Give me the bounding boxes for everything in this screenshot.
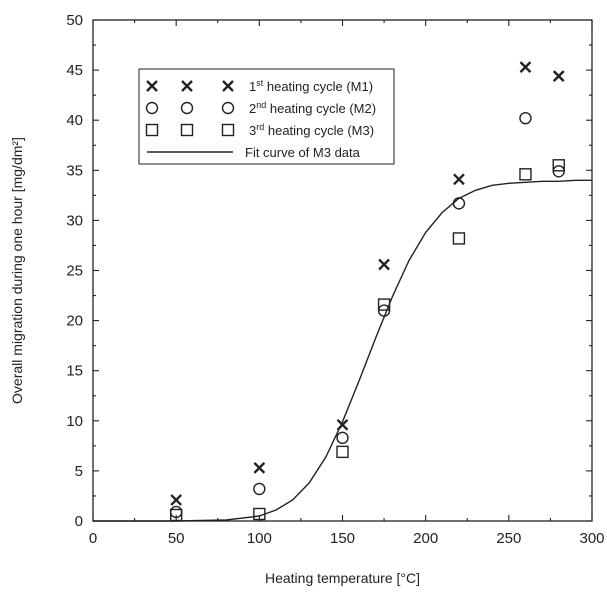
legend-marker bbox=[180, 101, 194, 115]
legend-label: 2nd heating cycle (M2) bbox=[249, 100, 376, 116]
y-tick-label: 20 bbox=[66, 313, 83, 330]
legend-marker bbox=[145, 123, 159, 137]
data-point-series-3 bbox=[169, 508, 183, 522]
data-point-series-3 bbox=[552, 159, 565, 172]
legend-label: Fit curve of M3 data bbox=[245, 145, 361, 160]
legend: 1st heating cycle (M1) 2nd heating cycle … bbox=[138, 68, 395, 165]
marker-stroke bbox=[170, 494, 183, 506]
x-tick-label: 300 bbox=[579, 530, 604, 547]
x-tick-label: 50 bbox=[168, 530, 185, 547]
legend-marker bbox=[181, 80, 193, 92]
legend-label: 1st heating cycle (M1) bbox=[249, 78, 373, 94]
data-point-series-3 bbox=[519, 168, 532, 181]
marker-stroke bbox=[453, 173, 465, 186]
x-axis-title: Heating temperature [°C] bbox=[265, 570, 420, 586]
x-tick-label: 0 bbox=[89, 530, 97, 547]
marker-stroke bbox=[336, 418, 349, 431]
legend-marker bbox=[180, 123, 194, 137]
data-points bbox=[169, 61, 565, 522]
marker-stroke bbox=[146, 80, 158, 92]
x-tick-label: 200 bbox=[413, 530, 438, 547]
data-point-series-2 bbox=[336, 431, 349, 445]
data-point-series-1 bbox=[453, 173, 465, 186]
y-tick-label: 10 bbox=[66, 413, 83, 430]
marker-stroke bbox=[378, 258, 390, 271]
x-tick-label: 250 bbox=[496, 530, 521, 547]
data-point-series-1 bbox=[336, 418, 349, 431]
legend-marker bbox=[221, 101, 235, 115]
data-point-series-1 bbox=[253, 462, 266, 474]
fit-curve-layer bbox=[93, 179, 592, 522]
marker-stroke bbox=[519, 61, 532, 73]
marker-stroke bbox=[222, 80, 234, 92]
legend-marker bbox=[145, 101, 159, 115]
marker-stroke bbox=[253, 462, 266, 474]
y-axis-title: Overall migration during one hour [mg/dm… bbox=[9, 137, 25, 404]
axis-ticks: 0 50 100 150 200 250 300 0 5 10 15 20 25 30 35 40 45 50 bbox=[66, 12, 604, 547]
data-point-series-1 bbox=[378, 258, 390, 271]
y-tick-label: 40 bbox=[66, 112, 83, 129]
data-point-series-2 bbox=[253, 482, 266, 496]
fit-curve-line bbox=[93, 179, 592, 522]
data-point-series-2 bbox=[519, 111, 532, 125]
data-point-series-1 bbox=[170, 494, 183, 506]
y-tick-label: 30 bbox=[66, 212, 83, 229]
marker-stroke bbox=[181, 80, 193, 92]
legend-marker bbox=[221, 123, 235, 137]
legend-marker bbox=[146, 80, 158, 92]
data-point-series-1 bbox=[552, 70, 565, 82]
y-tick-label: 35 bbox=[66, 162, 83, 179]
legend-label: 3rd heating cycle (M3) bbox=[249, 122, 374, 138]
data-point-series-3 bbox=[452, 232, 466, 245]
data-point-series-3 bbox=[377, 298, 391, 311]
data-point-series-3 bbox=[336, 445, 349, 459]
y-tick-label: 15 bbox=[66, 363, 83, 380]
x-tick-label: 100 bbox=[247, 530, 272, 547]
legend-box bbox=[138, 68, 395, 165]
marker-stroke bbox=[552, 70, 565, 82]
y-tick-label: 25 bbox=[66, 263, 83, 280]
y-tick-label: 5 bbox=[75, 463, 83, 480]
y-tick-label: 50 bbox=[66, 12, 83, 29]
legend-marker bbox=[222, 80, 234, 92]
y-tick-label: 45 bbox=[66, 62, 83, 79]
data-point-series-1 bbox=[519, 61, 532, 73]
data-point-series-3 bbox=[253, 507, 266, 521]
y-tick-label: 0 bbox=[75, 513, 83, 530]
x-tick-label: 150 bbox=[330, 530, 355, 547]
data-point-series-2 bbox=[452, 197, 466, 210]
